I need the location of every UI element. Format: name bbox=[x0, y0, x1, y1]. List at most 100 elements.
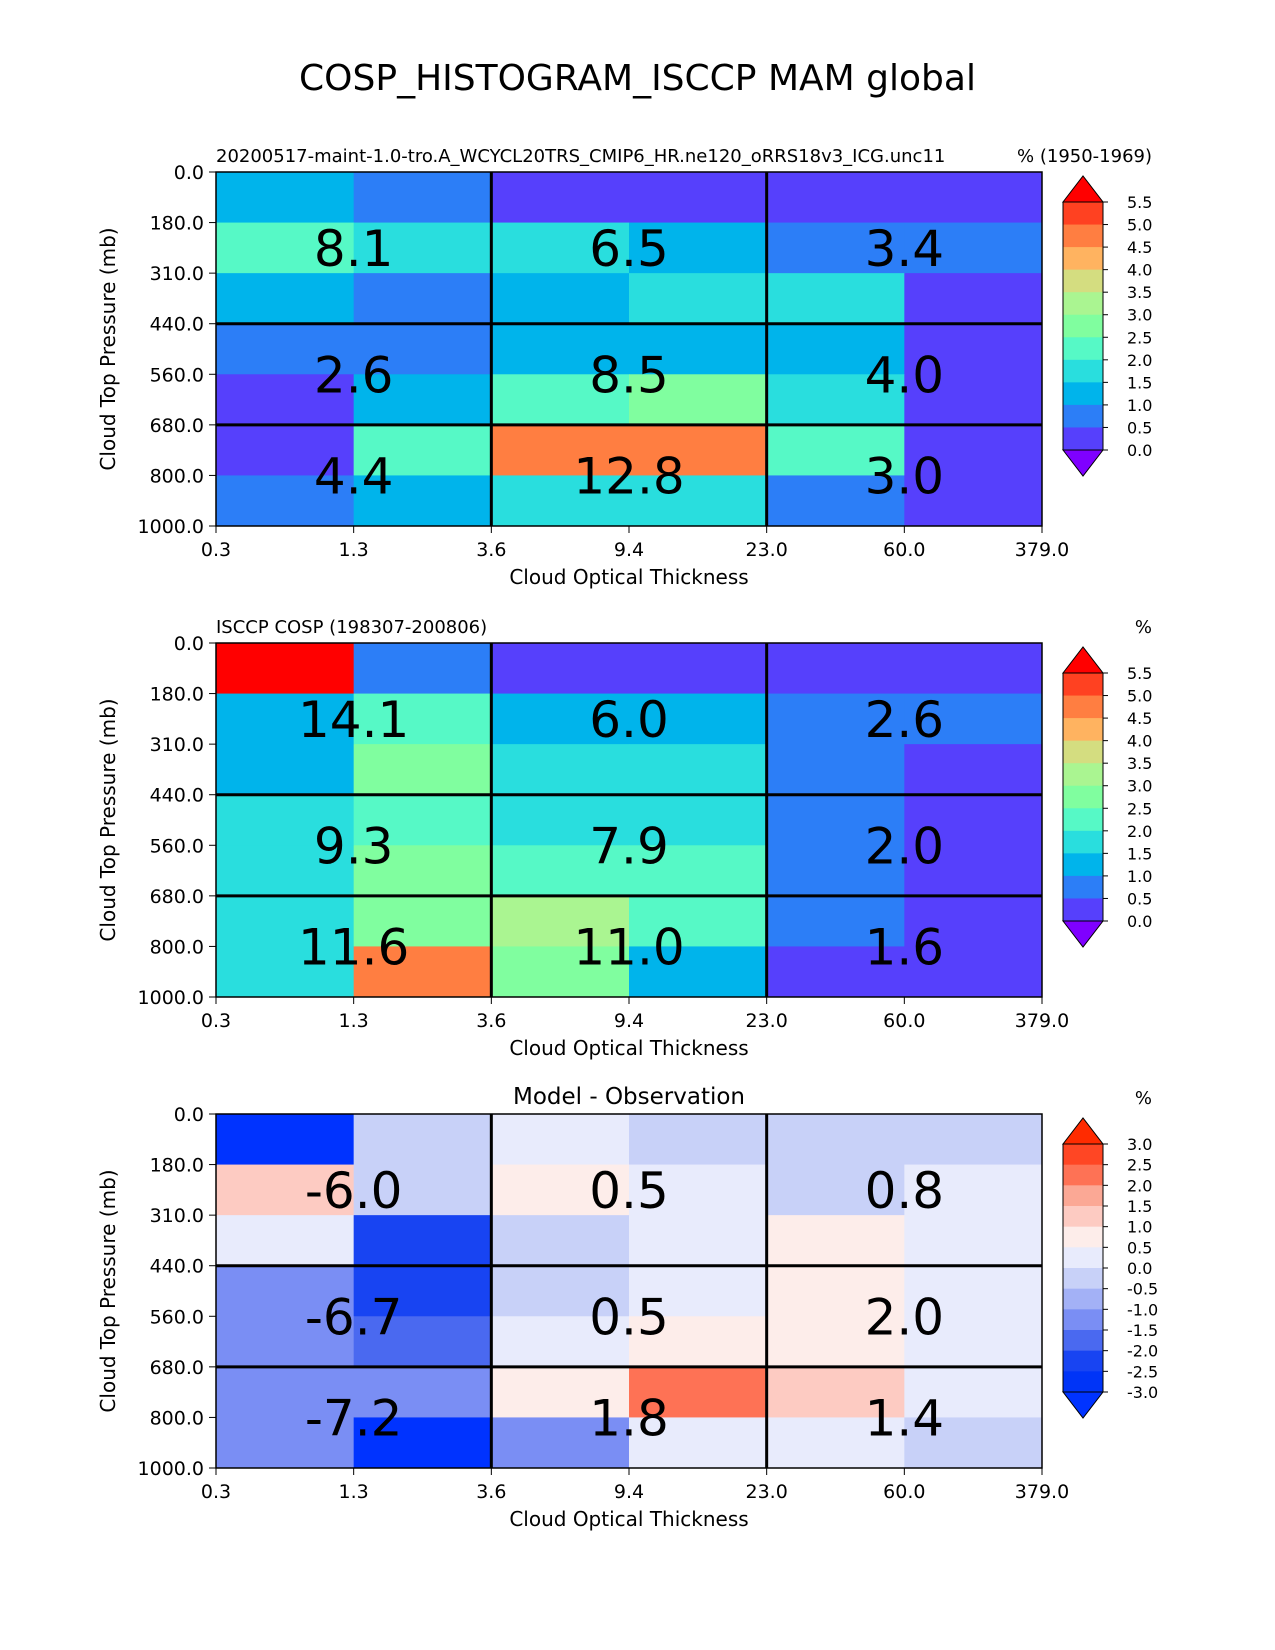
heatmap-cell bbox=[904, 1215, 1043, 1267]
colorbar-tick-label: 0.0 bbox=[1127, 441, 1152, 460]
colorbar-segment bbox=[1063, 1164, 1103, 1186]
colorbar-tick-label: 0.5 bbox=[1127, 418, 1152, 437]
x-tick-label: 60.0 bbox=[883, 1481, 925, 1503]
heatmap-cell bbox=[766, 273, 905, 325]
heatmap-cell bbox=[491, 1366, 630, 1418]
colorbar-extend-max bbox=[1061, 175, 1105, 203]
x-tick-label: 1.3 bbox=[339, 539, 369, 561]
colorbar-segment bbox=[1063, 830, 1103, 854]
heatmap-cell bbox=[629, 172, 768, 224]
colorbar-tick-label: -1.5 bbox=[1127, 1321, 1158, 1340]
heatmap-cell bbox=[904, 794, 1043, 846]
subplot-title-left: ISCCP COSP (198307-200806) bbox=[216, 617, 487, 638]
block-total-label: 6.0 bbox=[589, 691, 669, 749]
heatmap-cell bbox=[353, 946, 492, 998]
heatmap-cell bbox=[491, 1215, 630, 1267]
heatmap-cell bbox=[491, 424, 630, 476]
block-total-label: 2.6 bbox=[314, 346, 394, 404]
colorbar-tick-label: 4.5 bbox=[1127, 238, 1152, 257]
heatmap-cell bbox=[216, 794, 355, 846]
colorbar-tick-label: 2.5 bbox=[1127, 799, 1152, 818]
colorbar-segment bbox=[1063, 292, 1103, 316]
x-tick-label: 3.6 bbox=[476, 1010, 506, 1032]
heatmap-cell bbox=[629, 222, 768, 274]
colorbar-tick-label: 2.5 bbox=[1127, 328, 1152, 347]
heatmap-cell bbox=[629, 1366, 768, 1418]
heatmap-cell bbox=[766, 946, 905, 998]
block-total-label: 11.6 bbox=[298, 918, 409, 976]
colorbar-segment bbox=[1063, 718, 1103, 742]
x-tick-label: 3.6 bbox=[476, 539, 506, 561]
block-total-label: 9.3 bbox=[314, 817, 394, 875]
colorbar-tick-label: 3.0 bbox=[1127, 1135, 1152, 1154]
y-axis-label: Cloud Top Pressure (mb) bbox=[96, 698, 120, 941]
heatmap-cell bbox=[353, 693, 492, 745]
heatmap-cell bbox=[491, 374, 630, 426]
heatmap-cell bbox=[629, 643, 768, 695]
heatmap-cell bbox=[216, 895, 355, 947]
heatmap-cell bbox=[904, 643, 1043, 695]
heatmap-cell bbox=[766, 1215, 905, 1267]
x-tick-label: 60.0 bbox=[883, 539, 925, 561]
colorbar-tick-label: 5.0 bbox=[1127, 216, 1152, 235]
heatmap-cell bbox=[904, 323, 1043, 375]
heatmap-cell bbox=[629, 1316, 768, 1368]
colorbar-segment bbox=[1063, 404, 1103, 428]
heatmap-cell bbox=[491, 323, 630, 375]
colorbar-segment bbox=[1063, 898, 1103, 922]
y-axis-label: Cloud Top Pressure (mb) bbox=[96, 1169, 120, 1412]
colorbar-tick-label: 4.5 bbox=[1127, 709, 1152, 728]
heatmap-cell bbox=[216, 643, 355, 695]
y-tick-label: 680.0 bbox=[150, 415, 204, 437]
y-tick-label: 180.0 bbox=[150, 684, 204, 706]
heatmap-cell bbox=[491, 172, 630, 224]
colorbar-segment bbox=[1063, 1330, 1103, 1352]
x-tick-label: 1.3 bbox=[339, 1010, 369, 1032]
heatmap-cell bbox=[904, 273, 1043, 325]
heatmap-cell bbox=[904, 374, 1043, 426]
heatmap-cell bbox=[904, 172, 1043, 224]
heatmap-cell bbox=[353, 744, 492, 796]
heatmap-cell bbox=[353, 273, 492, 325]
heatmap-cell bbox=[353, 222, 492, 274]
heatmap-cell bbox=[216, 1417, 355, 1469]
block-total-label: -6.0 bbox=[305, 1162, 403, 1220]
heatmap-cell bbox=[904, 1316, 1043, 1368]
heatmap-cell bbox=[491, 1164, 630, 1216]
heatmap-cell bbox=[491, 1114, 630, 1166]
heatmap-cell bbox=[353, 895, 492, 947]
block-total-label: -7.2 bbox=[305, 1389, 403, 1447]
heatmap-cell bbox=[629, 273, 768, 325]
colorbar-tick-label: -0.5 bbox=[1127, 1280, 1158, 1299]
colorbar-extend-min bbox=[1061, 920, 1105, 948]
block-total-label: 8.1 bbox=[314, 220, 394, 278]
colorbar-tick-label: 0.5 bbox=[1127, 1238, 1152, 1257]
heatmap-cell bbox=[766, 424, 905, 476]
colorbar-segment bbox=[1063, 695, 1103, 719]
heatmap-cell bbox=[766, 374, 905, 426]
heatmap-cell bbox=[904, 744, 1043, 796]
y-tick-label: 800.0 bbox=[150, 465, 204, 487]
heatmap-cell bbox=[766, 1417, 905, 1469]
colorbar-tick-label: 2.0 bbox=[1127, 822, 1152, 841]
y-tick-label: 800.0 bbox=[150, 1407, 204, 1429]
block-total-label: 1.4 bbox=[865, 1389, 945, 1447]
colorbar-tick-label: 2.0 bbox=[1127, 351, 1152, 370]
colorbar-segment bbox=[1063, 763, 1103, 787]
heatmap-cell bbox=[216, 1114, 355, 1166]
heatmap-cell bbox=[491, 895, 630, 947]
heatmap-cell bbox=[216, 424, 355, 476]
colorbar-extend-min bbox=[1061, 1391, 1105, 1419]
heatmap-cell bbox=[904, 946, 1043, 998]
heatmap-cell bbox=[629, 475, 768, 527]
heatmap-cell bbox=[904, 475, 1043, 527]
colorbar-tick-label: 1.5 bbox=[1127, 844, 1152, 863]
block-total-label: 4.0 bbox=[865, 346, 945, 404]
block-total-label: 11.0 bbox=[573, 918, 684, 976]
heatmap-cell bbox=[353, 1265, 492, 1317]
colorbar-segment bbox=[1063, 1309, 1103, 1331]
heatmap-cell bbox=[629, 845, 768, 897]
heatmap-cell bbox=[629, 424, 768, 476]
x-tick-label: 379.0 bbox=[1015, 539, 1069, 561]
